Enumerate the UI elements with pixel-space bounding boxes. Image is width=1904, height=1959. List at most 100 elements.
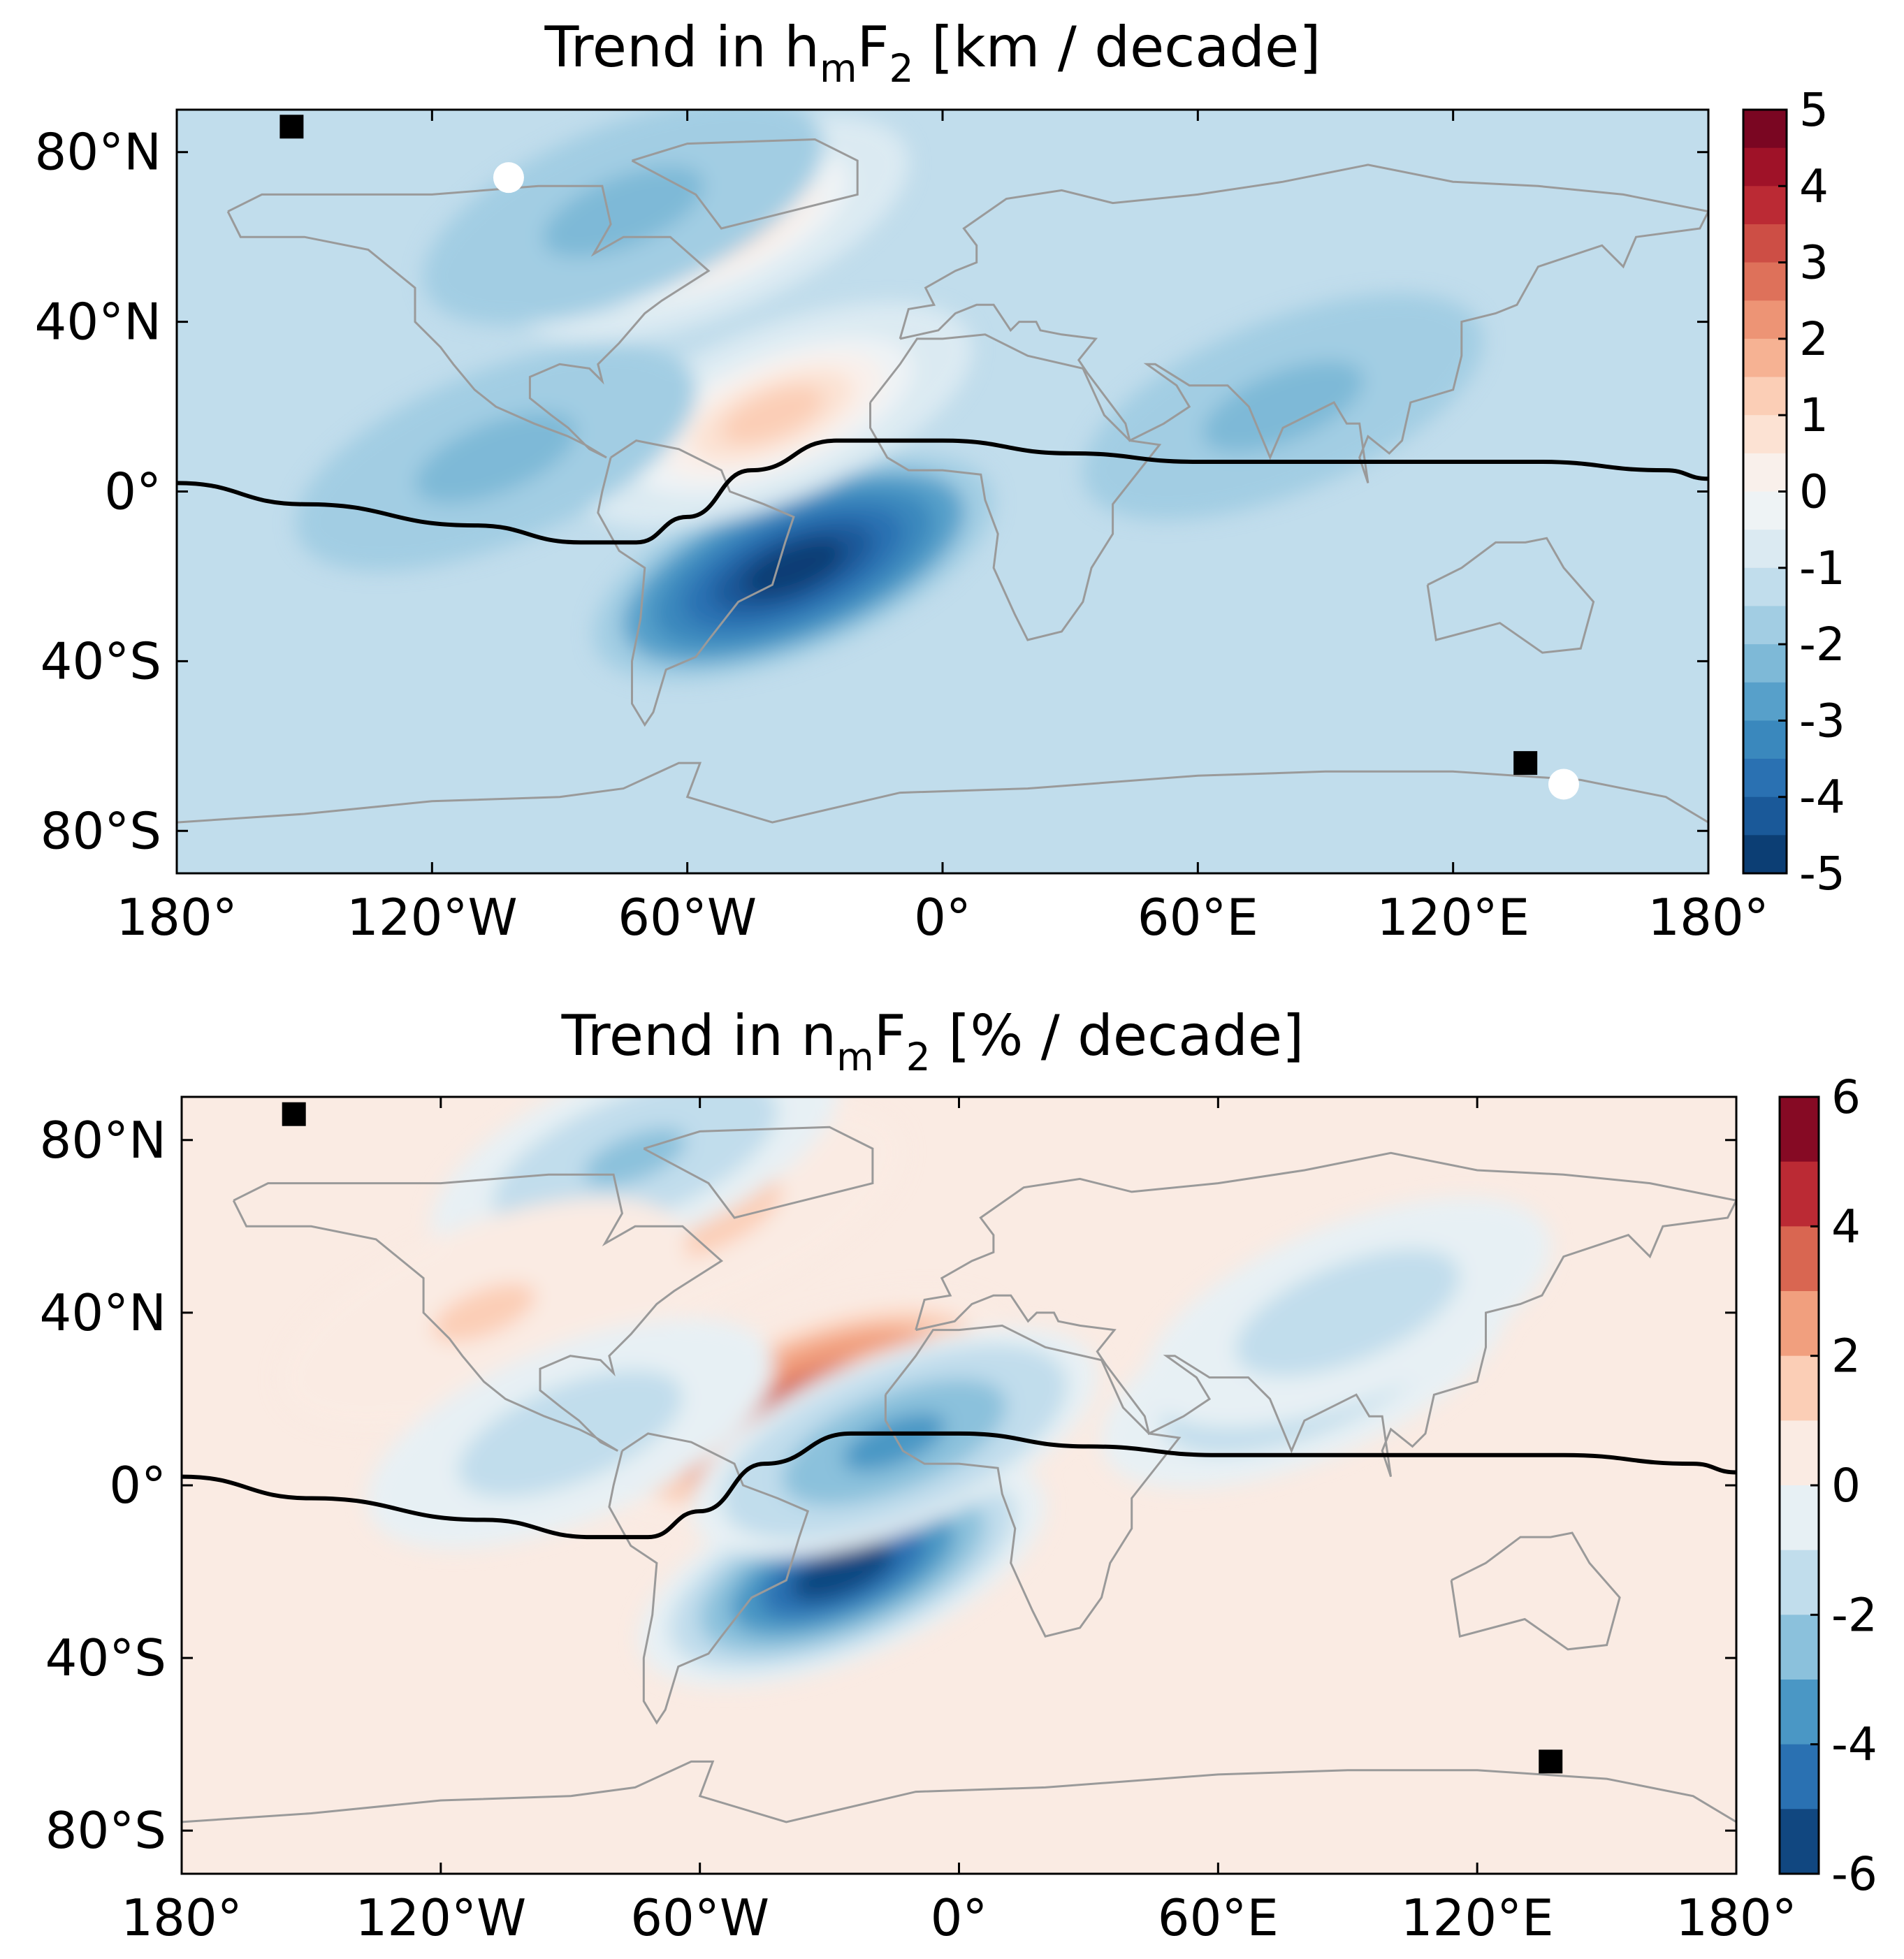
colorbar-segment <box>1743 759 1787 798</box>
anomaly-level <box>843 1413 946 1471</box>
y-tick-label: 40°S <box>41 632 161 690</box>
y-tick-label: 80°S <box>45 1801 166 1860</box>
colorbar-segment <box>1780 1291 1819 1357</box>
x-tick-label: 180° <box>116 888 237 947</box>
x-tick-label: 0° <box>914 888 971 947</box>
coastline <box>884 1324 1182 1638</box>
colorbar-tick-label: -5 <box>1799 847 1845 901</box>
anomaly-8 <box>367 1318 774 1549</box>
coastline <box>1450 1531 1621 1651</box>
colorbar-segment <box>1780 1420 1819 1486</box>
colorbar-tick-label: -4 <box>1799 771 1845 824</box>
anomaly-level <box>721 386 823 444</box>
x-tick-label: 60°E <box>1158 1888 1279 1947</box>
anomaly-0 <box>593 454 994 681</box>
anomaly-level <box>572 182 674 240</box>
colorbar-tick-label: 2 <box>1799 312 1829 366</box>
coastline <box>899 163 1708 483</box>
map-area-hmf2 <box>177 110 1708 873</box>
anomaly-level <box>433 1283 536 1342</box>
colorbar-segment <box>1780 1485 1819 1551</box>
anomaly-4 <box>690 1327 1098 1557</box>
coastline <box>915 1151 1736 1478</box>
colorbar-segment <box>1743 147 1787 187</box>
colorbar-tick-label: 4 <box>1799 159 1829 213</box>
colorbar-segment <box>1780 1355 1819 1421</box>
colorbar-segment <box>1780 1615 1819 1680</box>
markers-hmf2 <box>279 115 1579 800</box>
colorbar-tick-label: 0 <box>1799 465 1829 519</box>
x-tick-label: 120°W <box>347 888 518 947</box>
station-square-marker <box>279 115 304 139</box>
colorbar-tick-label: -2 <box>1831 1588 1877 1642</box>
axes-nmf2: 180° 120°W 60°W 0° 60°E 120°E 180° 80°N 40°N 0° 40… <box>40 1097 1797 1947</box>
x-tick-label: 120°E <box>1401 1888 1554 1947</box>
colorbar-segment <box>1743 530 1787 569</box>
anomaly-level <box>518 1404 622 1463</box>
colorbar-tick-label: 6 <box>1831 1070 1861 1124</box>
coastline <box>182 1760 1736 1823</box>
colorbar-tick-label: 2 <box>1831 1330 1861 1383</box>
x-tick-label: 0° <box>931 1888 988 1947</box>
x-tick-label: 60°W <box>630 1888 769 1947</box>
panel-nmf2: Trend in nmF2 [% / decade] 180° 120°W 60°W… <box>40 1003 1877 1947</box>
colorbar-segment <box>1780 1744 1819 1809</box>
colorbar-tick-label: 5 <box>1799 83 1829 137</box>
magnetic-equator-nmf2 <box>182 1431 1736 1540</box>
coastline <box>232 1173 724 1452</box>
colorbar-tick-label: -4 <box>1831 1718 1877 1772</box>
x-tick-label: 180° <box>121 1888 242 1947</box>
y-tick-label: 80°N <box>35 123 161 182</box>
colorbar-segment <box>1743 682 1787 721</box>
y-tick-label: 80°S <box>41 801 161 860</box>
y-tick-label: 0° <box>109 1456 166 1515</box>
axes-hmf2: 180° 120°W 60°W 0° 60°E 120°E 180° 80°N 40°N 0° 40… <box>35 110 1769 947</box>
colorbar-segment <box>1743 377 1787 416</box>
colorbar-tick-label: 0 <box>1831 1459 1861 1513</box>
coastline <box>631 138 859 230</box>
colorbar-segment <box>1743 110 1787 149</box>
colorbar-segment <box>1743 796 1787 836</box>
coastline <box>643 1126 874 1219</box>
colorbar-tick-label: -2 <box>1799 618 1845 671</box>
coastlines-hmf2 <box>177 138 1708 824</box>
anomaly-level <box>743 539 845 597</box>
anomaly-level <box>445 428 547 486</box>
anomaly-level <box>1296 1283 1400 1342</box>
colorbar-segment <box>1780 1550 1819 1615</box>
colorbar-segment <box>1780 1680 1819 1745</box>
y-tick-label: 80°N <box>40 1111 166 1170</box>
x-tick-label: 60°E <box>1138 888 1258 947</box>
panel-title-nmf2: Trend in nmF2 [% / decade] <box>561 1003 1305 1079</box>
colorbar-segment <box>1780 1161 1819 1227</box>
colorbar-segment <box>1743 835 1787 874</box>
map-area-nmf2 <box>182 1097 1736 1874</box>
coastline <box>1426 537 1595 654</box>
x-tick-label: 120°W <box>356 1888 527 1947</box>
coastline <box>177 762 1708 824</box>
colorbar-tick-label: 3 <box>1799 236 1829 290</box>
station-circle-marker <box>1548 769 1579 800</box>
anomaly-field-hmf2 <box>295 110 1483 681</box>
y-tick-label: 0° <box>104 463 161 521</box>
colorbar-segment <box>1743 453 1787 493</box>
x-tick-label: 120°E <box>1376 888 1529 947</box>
anomaly-level <box>791 1542 894 1601</box>
y-tick-label: 40°N <box>40 1283 166 1342</box>
colorbar-segment <box>1743 606 1787 645</box>
colorbar-hmf2: 5 4 3 2 1 0 -1 -2 -3 -4 -5 <box>1742 83 1845 901</box>
x-tick-label: 180° <box>1648 888 1768 947</box>
colorbar-segment <box>1743 224 1787 263</box>
colorbar-tick-label: 4 <box>1831 1200 1861 1253</box>
colorbar-segment <box>1780 1097 1819 1163</box>
colorbar-segment <box>1743 720 1787 759</box>
colorbar-segment <box>1743 415 1787 454</box>
colorbar-segment <box>1743 338 1787 378</box>
panel-title-hmf2: Trend in hmF2 [km / decade] <box>544 15 1321 91</box>
colorbar-segment <box>1743 644 1787 683</box>
colorbar-nmf2: 6 4 2 0 -2 -4 -6 <box>1778 1070 1877 1901</box>
colorbar-segment <box>1743 567 1787 607</box>
colorbar-segment <box>1780 1809 1819 1874</box>
colorbar-tick-label: 1 <box>1799 388 1829 442</box>
